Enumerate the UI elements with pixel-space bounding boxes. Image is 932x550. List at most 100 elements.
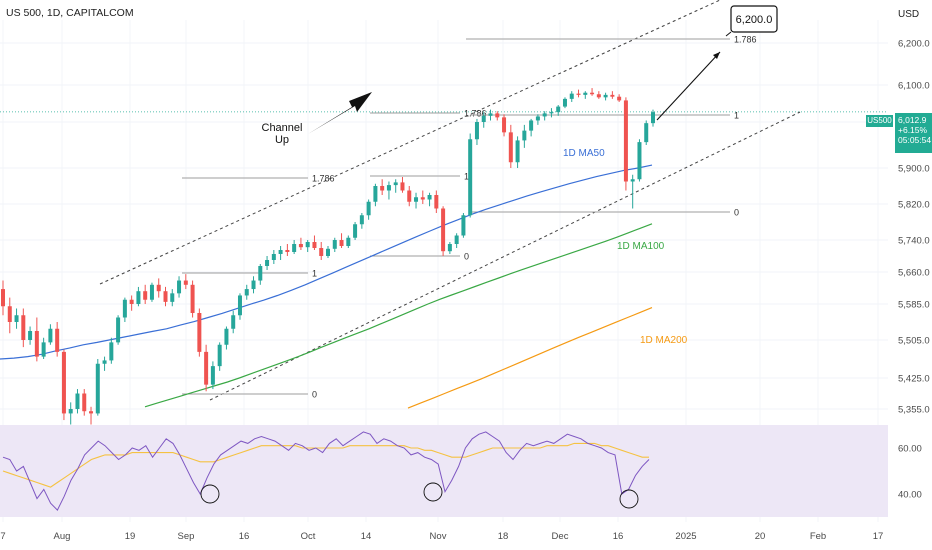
candle-body — [407, 190, 412, 202]
channel-annotation: Channel Up — [262, 92, 372, 146]
time-tick-label: 7 — [0, 531, 5, 542]
candle-body — [122, 299, 127, 318]
candle-body — [441, 208, 446, 252]
candle-body — [366, 201, 371, 216]
time-tick-label: Nov — [430, 531, 447, 542]
candle-body — [55, 328, 60, 352]
candle-body — [217, 344, 222, 367]
ma100-label: 1D MA100 — [617, 241, 665, 252]
candle-body — [1, 289, 5, 307]
candle-body — [156, 284, 161, 292]
candle-body — [61, 351, 66, 414]
candle-body — [346, 237, 351, 246]
candle-body — [535, 116, 540, 121]
candle-body — [41, 342, 46, 357]
candle-body — [468, 139, 473, 216]
candle-body — [75, 393, 80, 409]
candle-body — [481, 115, 486, 122]
candle-body — [231, 315, 236, 329]
candle-body — [623, 100, 628, 182]
ma200-label: 1D MA200 — [640, 335, 688, 346]
candle-body — [393, 182, 398, 186]
candle-body — [488, 113, 493, 116]
candle-body — [102, 360, 107, 364]
fib-label: 1 — [734, 111, 739, 121]
candle-body — [447, 244, 452, 252]
candle-body — [68, 409, 73, 414]
candle-body — [569, 93, 574, 99]
candle-body — [224, 328, 229, 345]
moving-averages — [0, 164, 653, 409]
candle-body — [461, 215, 466, 236]
candle-body — [143, 291, 148, 300]
candle-body — [386, 185, 391, 191]
candle-body — [549, 112, 554, 114]
channel-label-line: Up — [275, 134, 289, 146]
candle-body — [644, 123, 649, 143]
channel-arrow-icon — [308, 92, 372, 134]
currency-label: USD — [898, 9, 920, 20]
candle-body — [454, 235, 459, 244]
rsi-tick-label: 60.00 — [898, 444, 922, 455]
candle-body — [7, 306, 12, 322]
candle-body — [34, 331, 39, 357]
time-tick-label: 14 — [361, 531, 372, 542]
fib-label: 0 — [312, 390, 317, 400]
time-tick-label: Sep — [178, 531, 195, 542]
candle-body — [116, 317, 121, 343]
time-tick-label: Oct — [301, 531, 316, 542]
candle-body — [414, 197, 419, 202]
candle-body — [48, 328, 53, 343]
time-tick-label: Dec — [552, 531, 569, 542]
target-arrow-icon — [713, 52, 720, 59]
candle-body — [21, 315, 26, 340]
candle-body — [495, 113, 500, 118]
candle-body — [576, 93, 581, 95]
candle-body — [610, 94, 615, 97]
price-tick-label: 6,100.0 — [898, 81, 930, 92]
candle-body — [373, 186, 378, 202]
candle-body — [278, 250, 283, 254]
price-tick-label: 5,585.0 — [898, 300, 930, 311]
candle-body — [583, 92, 588, 95]
rsi-panel: 60.00 40.00 — [0, 425, 922, 517]
candle-body — [183, 280, 188, 285]
symbol-badge: US500 — [866, 115, 893, 127]
time-tick-label: 19 — [125, 531, 136, 542]
candle-body — [95, 363, 100, 414]
candle-body — [556, 106, 561, 113]
candle-body — [651, 112, 655, 124]
candle-body — [292, 244, 297, 252]
price-tick-label: 5,740.0 — [898, 236, 930, 247]
price-tick-label: 5,660.0 — [898, 268, 930, 279]
candle-body — [265, 260, 270, 266]
candle-body — [136, 291, 141, 304]
rsi-low-marker — [619, 489, 639, 509]
candle-body — [515, 140, 520, 163]
candle-body — [204, 351, 209, 385]
price-tick-label: 6,200.0 — [898, 39, 930, 50]
channel-label: Channel Up — [262, 122, 303, 146]
time-axis[interactable]: 7 Aug 19 Sep 16 Oct 14 Nov 18 Dec 16 2025 20 Feb 17 — [0, 531, 883, 542]
fib-label: 0 — [734, 208, 739, 218]
candles — [1, 88, 655, 425]
candle-body — [529, 120, 534, 131]
candle-body — [197, 313, 202, 352]
time-tick-label: 16 — [239, 531, 250, 542]
price-tick-label: 5,900.0 — [898, 164, 930, 175]
candle-body — [28, 331, 33, 340]
price-change: +6.15% — [898, 125, 928, 135]
candle-body — [319, 248, 324, 256]
candle-body — [251, 280, 256, 290]
candle-body — [617, 96, 622, 101]
bar-countdown: 05:05:54 — [898, 135, 932, 145]
candle-body — [177, 280, 182, 294]
candle-body — [434, 195, 439, 209]
candle-body — [339, 240, 344, 246]
rsi-low-marker — [423, 482, 443, 502]
rsi-low-marker — [200, 484, 220, 504]
target-annotation: 6,200.0 — [656, 5, 778, 121]
time-tick-label: 2025 — [675, 531, 696, 542]
candle-body — [109, 342, 114, 361]
